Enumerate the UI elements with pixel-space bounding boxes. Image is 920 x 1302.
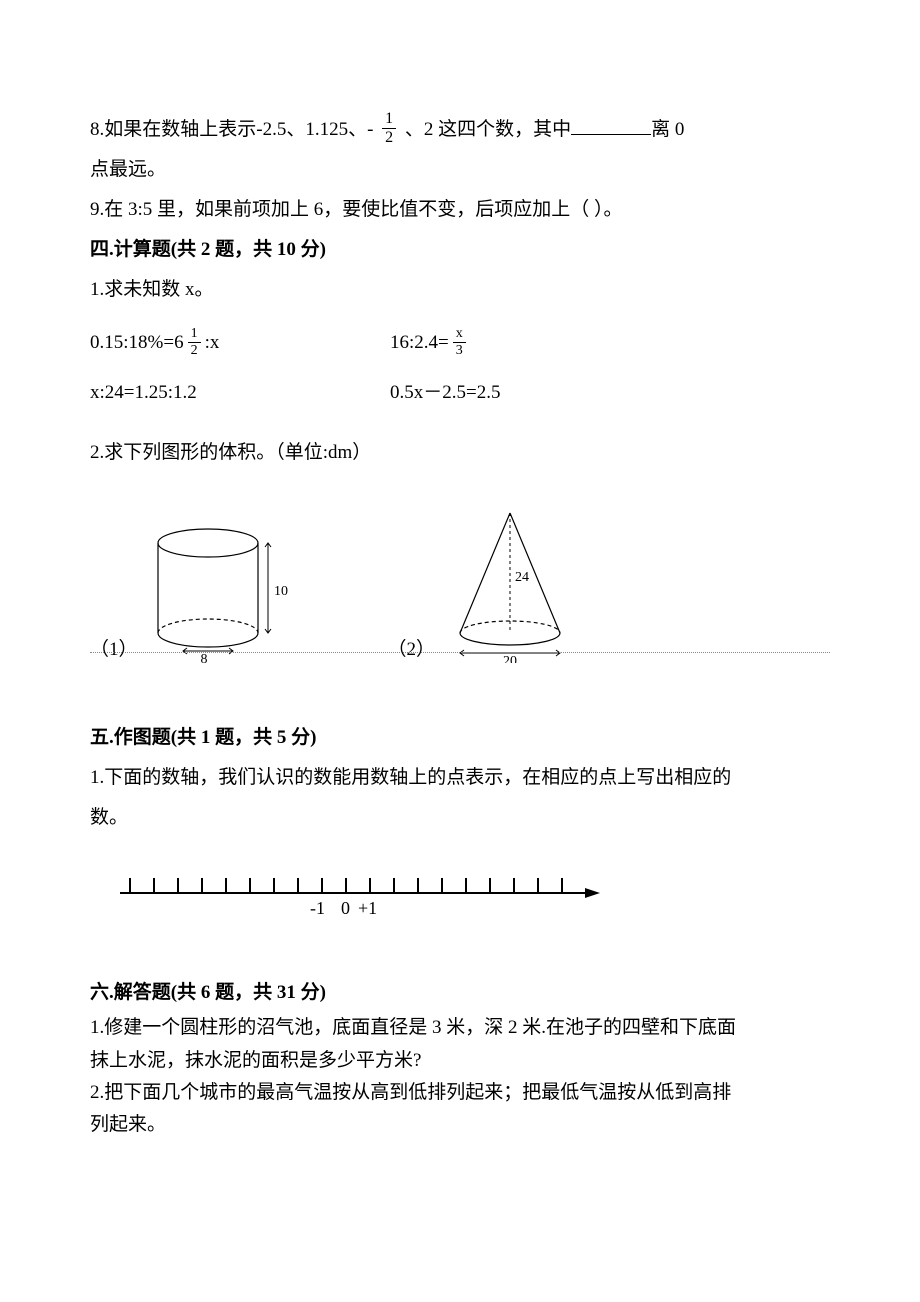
cone-svg: 24 20 [445,503,585,663]
sec5-q1-line2: 数。 [90,798,830,838]
sec5-q1-line1: 1.下面的数轴，我们认识的数能用数轴上的点表示，在相应的点上写出相应的 [90,758,830,798]
q8-text-prefix: 8.如果在数轴上表示-2.5、1.125、- [90,119,373,140]
number-line-svg: -1 0 +1 [110,858,610,928]
sec6-body: 1.修建一个圆柱形的沼气池，底面直径是 3 米，深 2 米.在池子的四壁和下底面… [90,1012,830,1141]
q8-blank [571,115,651,135]
numberline-neg1: -1 [310,898,325,918]
eq1r-a: 16:2.4= [390,332,449,353]
question-9: 9.在 3:5 里，如果前项加上 6，要使比值不变，后项应加上（ ）。 [90,190,830,230]
q8-text-mid: 、2 这四个数，其中 [405,119,571,140]
shape1-label: （1） [90,630,138,678]
eq-2-left: x:24=1.25:1.2 [90,373,390,413]
eq-row-2: x:24=1.25:1.2 0.5x－2.5=2.5 [90,373,830,413]
eq1l-fraction: 12 [188,327,201,358]
question-8: 8.如果在数轴上表示-2.5、1.125、- 1 2 、2 这四个数，其中 离 0 [90,110,830,150]
q8-frac-den: 2 [382,129,396,146]
section-4-heading: 四.计算题(共 2 题，共 10 分) [90,230,830,270]
cone-diameter-label: 20 [503,654,517,663]
eq-1-left: 0.15:18%=612:x [90,323,390,363]
section-6-heading: 六.解答题(共 6 题，共 31 分) [90,973,830,1013]
cylinder-figure: 10 8 [148,523,308,678]
q8-fraction: 1 2 [382,111,396,146]
cone-height-label: 24 [515,570,529,585]
cylinder-svg: 10 8 [148,523,308,663]
numberline-pos1: +1 [358,898,377,918]
eq-1-right: 16:2.4=x3 [390,323,830,363]
shape2-label: （2） [388,630,436,678]
eq1l-a: 0.15:18%=6 [90,332,184,353]
page-dotted-line [90,652,830,653]
cylinder-height-label: 10 [274,584,288,599]
eq1r-fraction: x3 [453,327,466,358]
q8-text-suffix: 离 0 [651,119,684,140]
cylinder-diameter-label: 8 [200,652,207,663]
q8-line2: 点最远。 [90,150,830,190]
equation-block: 0.15:18%=612:x 16:2.4=x3 x:24=1.25:1.2 0… [90,323,830,413]
eq-2-right: 0.5x－2.5=2.5 [390,373,830,413]
eq-row-1: 0.15:18%=612:x 16:2.4=x3 [90,323,830,363]
section-5-heading: 五.作图题(共 1 题，共 5 分) [90,718,830,758]
sec6-q2-line2: 列起来。 [90,1109,830,1141]
document-page: 8.如果在数轴上表示-2.5、1.125、- 1 2 、2 这四个数，其中 离 0… [0,0,920,1202]
sec4-q1: 1.求未知数 x。 [90,270,830,310]
number-line-figure: -1 0 +1 [110,858,830,943]
numberline-zero: 0 [341,898,350,918]
sec6-q2-line1: 2.把下面几个城市的最高气温按从高到低排列起来；把最低气温按从低到高排 [90,1077,830,1109]
sec6-q1-line2: 抹上水泥，抹水泥的面积是多少平方米? [90,1045,830,1077]
eq1l-b: :x [205,332,220,353]
sec4-q2: 2.求下列图形的体积。（单位:dm） [90,433,830,473]
q8-frac-num: 1 [382,111,396,129]
sec6-q1-line1: 1.修建一个圆柱形的沼气池，底面直径是 3 米，深 2 米.在池子的四壁和下底面 [90,1012,830,1044]
